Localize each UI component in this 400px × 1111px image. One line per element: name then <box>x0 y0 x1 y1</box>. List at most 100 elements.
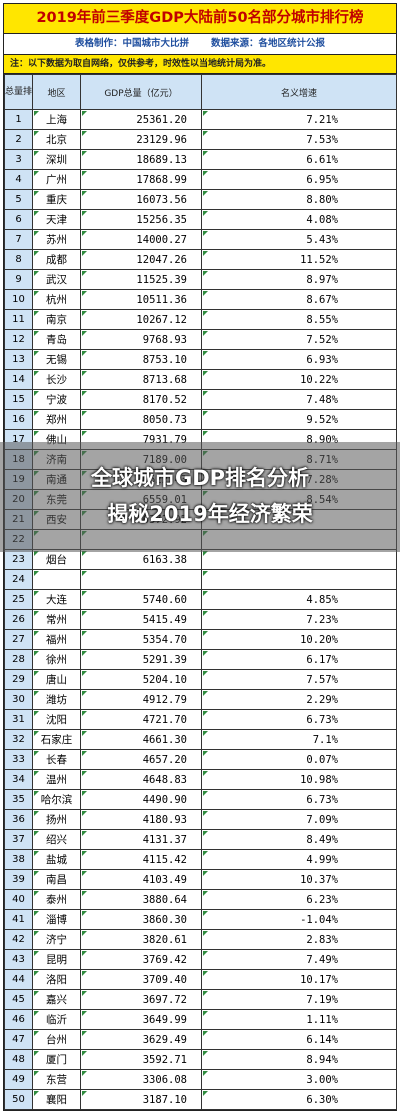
growth-cell: 2.83% <box>201 929 397 950</box>
table-body: 1 上海 25361.20 7.21% 2 北京 23129.96 7.53% 3 深圳 18689… <box>4 109 397 1110</box>
table-row: 2 北京 23129.96 7.53% <box>4 129 397 150</box>
rank-cell-text: 48 <box>12 1054 25 1065</box>
cell-marker-icon <box>82 211 87 216</box>
city-cell: 济宁 <box>32 929 81 950</box>
gdp-cell-text: 12047.26 <box>136 253 187 266</box>
city-cell-text: 东营 <box>46 1074 67 1086</box>
cell-marker-icon <box>203 391 208 396</box>
table-row: 13 无锡 8753.10 6.93% <box>4 349 397 370</box>
growth-cell-text: 7.19% <box>306 993 338 1006</box>
table-row: 36 扬州 4180.93 7.09% <box>4 809 397 830</box>
table-row: 14 长沙 8713.68 10.22% <box>4 369 397 390</box>
gdp-cell: 5354.70 <box>80 629 202 650</box>
city-cell: 东营 <box>32 1069 81 1090</box>
cell-marker-icon <box>82 771 87 776</box>
growth-cell-text: 6.17% <box>306 653 338 666</box>
gdp-cell-text: 9768.93 <box>142 333 187 346</box>
cell-marker-icon <box>203 431 208 436</box>
cell-marker-icon <box>34 951 39 956</box>
growth-cell: 1.11% <box>201 1009 397 1030</box>
overlay-subheadline: 揭秘2019年经济繁荣 <box>107 502 313 526</box>
cell-marker-icon <box>82 351 87 356</box>
cell-marker-icon <box>203 271 208 276</box>
growth-cell: 11.52% <box>201 249 397 270</box>
rank-cell-text: 29 <box>12 674 25 685</box>
growth-cell-text: 11.52% <box>300 253 338 266</box>
city-cell-text: 襄阳 <box>46 1094 67 1106</box>
cell-marker-icon <box>82 671 87 676</box>
city-cell: 福州 <box>32 629 81 650</box>
cell-marker-icon <box>34 791 39 796</box>
cell-marker-icon <box>34 891 39 896</box>
city-cell: 苏州 <box>32 229 81 250</box>
growth-cell <box>201 549 397 570</box>
city-cell: 厦门 <box>32 1049 81 1070</box>
gdp-cell: 3860.30 <box>80 909 202 930</box>
cell-marker-icon <box>203 971 208 976</box>
growth-cell-text: 8.97% <box>306 273 338 286</box>
cell-marker-icon <box>82 911 87 916</box>
rank-cell: 12 <box>4 329 33 350</box>
cell-marker-icon <box>203 171 208 176</box>
rank-cell-text: 5 <box>15 194 22 205</box>
table-row: 46 临沂 3649.99 1.11% <box>4 1009 397 1030</box>
cell-marker-icon <box>82 191 87 196</box>
rank-cell: 13 <box>4 349 33 370</box>
table-row: 27 福州 5354.70 10.20% <box>4 629 397 650</box>
rank-cell-text: 14 <box>12 374 25 385</box>
city-cell-text: 洛阳 <box>46 974 67 986</box>
cell-marker-icon <box>82 631 87 636</box>
cell-marker-icon <box>82 791 87 796</box>
growth-cell-text: 4.08% <box>306 213 338 226</box>
gdp-cell: 3629.49 <box>80 1029 202 1050</box>
growth-cell-text: 6.73% <box>306 713 338 726</box>
cell-marker-icon <box>82 931 87 936</box>
cell-marker-icon <box>203 831 208 836</box>
gdp-cell: 5291.39 <box>80 649 202 670</box>
cell-marker-icon <box>34 271 39 276</box>
cell-marker-icon <box>82 711 87 716</box>
growth-cell: 7.52% <box>201 329 397 350</box>
rank-cell: 41 <box>4 909 33 930</box>
rank-cell-text: 38 <box>12 854 25 865</box>
city-cell-text: 台州 <box>46 1034 67 1046</box>
cell-marker-icon <box>34 971 39 976</box>
rank-cell-text: 26 <box>12 614 25 625</box>
cell-marker-icon <box>82 291 87 296</box>
gdp-cell-text: 8050.73 <box>142 413 187 426</box>
city-cell-text: 郑州 <box>46 414 67 426</box>
growth-cell: 8.80% <box>201 189 397 210</box>
gdp-cell-text: 5204.10 <box>142 673 187 686</box>
table-row: 6 天津 15256.35 4.08% <box>4 209 397 230</box>
table-row: 50 襄阳 3187.10 6.30% <box>4 1089 397 1110</box>
growth-cell-text: 7.48% <box>306 393 338 406</box>
growth-cell-text: 6.61% <box>306 153 338 166</box>
rank-cell: 45 <box>4 989 33 1010</box>
rank-cell: 23 <box>4 549 33 570</box>
cell-marker-icon <box>203 791 208 796</box>
city-cell-text: 济宁 <box>46 934 67 946</box>
growth-cell: 8.97% <box>201 269 397 290</box>
cell-marker-icon <box>34 611 39 616</box>
city-cell-text: 石家庄 <box>40 734 73 746</box>
cell-marker-icon <box>34 811 39 816</box>
city-cell-text: 天津 <box>46 214 67 226</box>
cell-marker-icon <box>34 771 39 776</box>
growth-cell-text: 10.98% <box>300 773 338 786</box>
city-cell: 北京 <box>32 129 81 150</box>
gdp-cell-text: 25361.20 <box>136 113 187 126</box>
city-cell: 烟台 <box>32 549 81 570</box>
city-cell: 无锡 <box>32 349 81 370</box>
table-row: 32 石家庄 4661.30 7.1% <box>4 729 397 750</box>
gdp-cell: 5204.10 <box>80 669 202 690</box>
table-row: 39 南昌 4103.49 10.37% <box>4 869 397 890</box>
city-cell-text: 临沂 <box>46 1014 67 1026</box>
rank-cell-text: 2 <box>15 134 22 145</box>
gdp-cell: 17868.99 <box>80 169 202 190</box>
city-cell-text: 南昌 <box>46 874 67 886</box>
cell-marker-icon <box>203 711 208 716</box>
table-row: 3 深圳 18689.13 6.61% <box>4 149 397 170</box>
rank-cell: 28 <box>4 649 33 670</box>
rank-cell-text: 39 <box>12 874 25 885</box>
cell-marker-icon <box>34 411 39 416</box>
